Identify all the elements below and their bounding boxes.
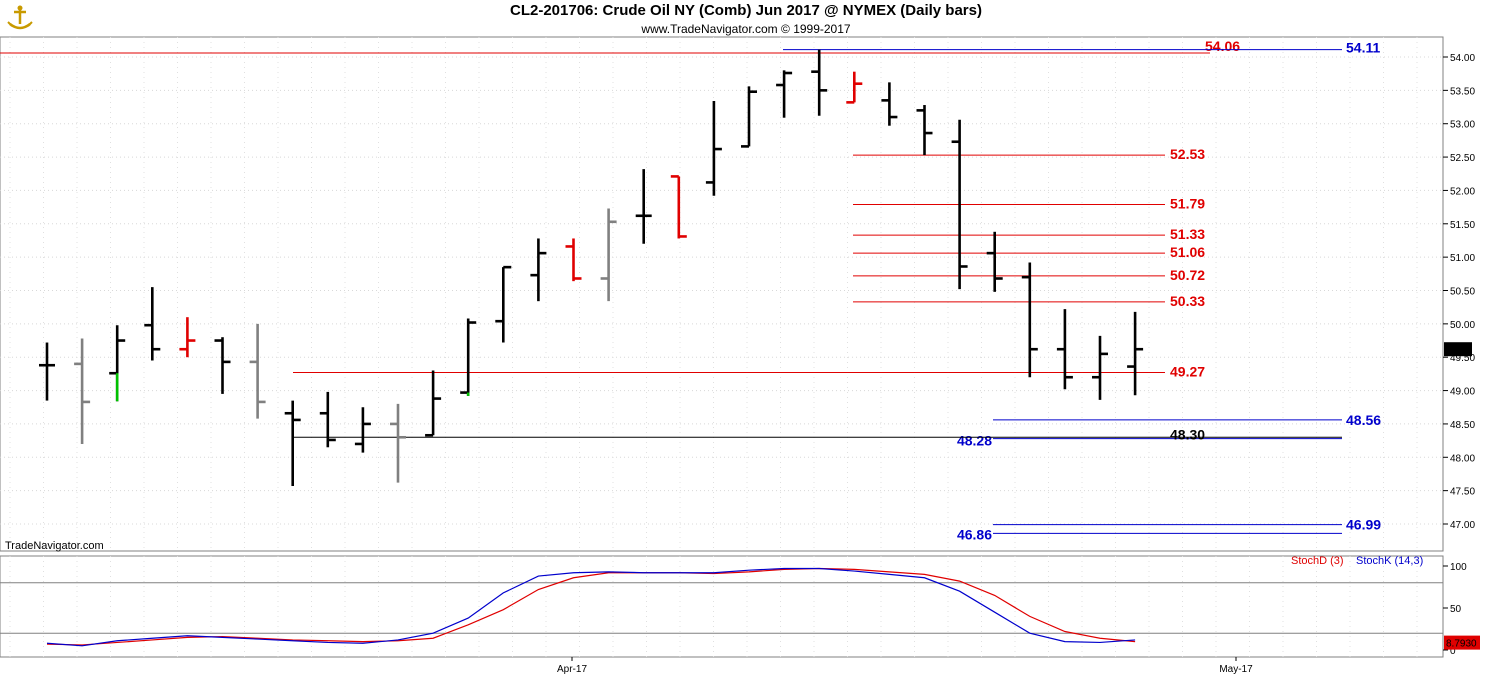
price-tick-label: 47.00 bbox=[1450, 520, 1475, 531]
stoch-last-value-box bbox=[1444, 635, 1480, 650]
ohlc-bar bbox=[1127, 311, 1144, 396]
ohlc-bar bbox=[600, 208, 617, 302]
stoch-k-line bbox=[46, 567, 1136, 647]
price-tick-label: 48.00 bbox=[1450, 453, 1475, 464]
ohlc-bar bbox=[109, 325, 126, 402]
price-tick-label: 54.00 bbox=[1450, 53, 1475, 64]
price-tick-label: 49.00 bbox=[1450, 387, 1475, 398]
ohlc-bar bbox=[670, 175, 687, 239]
ohlc-bar bbox=[1092, 335, 1108, 400]
stoch-tick-label: 50 bbox=[1450, 604, 1462, 615]
ohlc-bar bbox=[635, 169, 652, 244]
ohlc-bar bbox=[846, 71, 863, 104]
price-tick-label: 51.50 bbox=[1450, 220, 1475, 231]
price-tick-label: 49.50 bbox=[1450, 353, 1475, 364]
ohlc-bar bbox=[741, 86, 757, 148]
price-grid bbox=[0, 37, 1443, 551]
price-tick-label: 52.50 bbox=[1450, 153, 1475, 164]
stoch-panel: 100 50 08.7930 StochD (3) StochK (14,3) bbox=[0, 555, 1480, 658]
last-price-marker: 49.62 bbox=[1444, 342, 1472, 357]
level-label: 50.72 bbox=[1170, 267, 1205, 283]
ohlc-bar bbox=[1021, 262, 1038, 378]
ohlc-bar bbox=[319, 391, 336, 448]
x-tick-label: May-17 bbox=[1219, 664, 1253, 675]
ohlc-bar bbox=[425, 370, 442, 437]
ohlc-bar bbox=[249, 323, 266, 419]
stoch-grid bbox=[0, 556, 1443, 657]
ohlc-bar bbox=[179, 317, 196, 358]
price-panel: 54.00 53.50 53.00 52.50 52.00 51.50 51.00 50.50… bbox=[0, 36, 1475, 552]
price-tick-label: 53.00 bbox=[1450, 120, 1475, 131]
level-label: 48.30 bbox=[1170, 426, 1205, 442]
level-label: 46.99 bbox=[1346, 517, 1381, 533]
ohlc-bar bbox=[776, 70, 793, 118]
level-label: 51.06 bbox=[1170, 244, 1205, 260]
ohlc-bar bbox=[565, 238, 582, 282]
ohlc-bar bbox=[916, 105, 933, 156]
ohlc-bar bbox=[214, 337, 231, 394]
level-label: 54.06 bbox=[1205, 38, 1240, 54]
stoch-last-value-label: 8.7930 bbox=[1446, 639, 1477, 650]
price-y-axis: 54.00 53.50 53.00 52.50 52.00 51.50 51.00 50.50… bbox=[1443, 53, 1475, 531]
price-tick-label: 53.50 bbox=[1450, 86, 1475, 97]
ohlc-bar bbox=[354, 407, 371, 453]
ohlc-bar bbox=[951, 119, 968, 290]
price-tick-label: 52.00 bbox=[1450, 186, 1475, 197]
price-tick-label: 50.00 bbox=[1450, 320, 1475, 331]
stoch-tick-label: 100 bbox=[1450, 562, 1467, 573]
last-price-label: 49.62 bbox=[1446, 345, 1471, 356]
stoch-legend-entry: StochD (3) bbox=[1291, 555, 1344, 567]
stoch-tick-label: 0 bbox=[1450, 646, 1456, 657]
ohlc-bar bbox=[390, 403, 406, 483]
level-label: 50.33 bbox=[1170, 293, 1205, 309]
chart-subtitle: www.TradeNavigator.com © 1999-2017 bbox=[641, 22, 851, 36]
level-label: 51.33 bbox=[1170, 226, 1205, 242]
price-levels: 54.06 54.11 52.53 51.79 51.33 51.06 50.72 50.33… bbox=[0, 38, 1381, 542]
ohlc-bar bbox=[74, 338, 91, 444]
price-tick-label: 48.50 bbox=[1450, 420, 1475, 431]
price-tick-label: 50.50 bbox=[1450, 287, 1475, 298]
level-label: 52.53 bbox=[1170, 146, 1205, 162]
ohlc-bars bbox=[39, 49, 1144, 486]
ohlc-bar bbox=[495, 265, 512, 343]
last-price-box bbox=[1444, 342, 1472, 357]
ohlc-bar bbox=[530, 238, 547, 302]
price-tick-label: 47.50 bbox=[1450, 487, 1475, 498]
ohlc-bar bbox=[460, 318, 477, 396]
ohlc-bar bbox=[284, 400, 301, 486]
ohlc-bar bbox=[39, 342, 55, 401]
stoch-d-line bbox=[46, 567, 1136, 646]
ohlc-bar bbox=[705, 101, 722, 196]
price-tick-label: 51.00 bbox=[1450, 253, 1475, 264]
tradenavigator-logo-icon bbox=[6, 4, 34, 35]
stoch-legend: StochD (3) StochK (14,3) bbox=[1291, 555, 1423, 567]
stoch-lines bbox=[46, 567, 1136, 647]
ohlc-bar bbox=[811, 49, 828, 116]
level-label: 49.27 bbox=[1170, 364, 1205, 380]
stoch-y-axis: 100 50 08.7930 bbox=[1443, 562, 1480, 657]
stoch-legend-entry: StochK (14,3) bbox=[1356, 555, 1423, 567]
ohlc-bar bbox=[881, 82, 898, 126]
ohlc-bar bbox=[1056, 309, 1073, 390]
level-label: 54.11 bbox=[1346, 40, 1380, 56]
chart-title: CL2-201706: Crude Oil NY (Comb) Jun 2017… bbox=[510, 2, 982, 19]
level-label: 51.79 bbox=[1170, 195, 1205, 211]
ohlc-bar bbox=[986, 231, 1003, 292]
x-tick-label: Apr-17 bbox=[557, 664, 587, 675]
ohlc-bar bbox=[144, 287, 161, 361]
level-label: 48.28 bbox=[957, 433, 992, 449]
watermark-text: TradeNavigator.com bbox=[5, 540, 104, 552]
level-label: 48.56 bbox=[1346, 412, 1381, 428]
x-axis: Apr-17 May-17 bbox=[557, 657, 1253, 675]
level-label: 46.86 bbox=[957, 526, 992, 542]
